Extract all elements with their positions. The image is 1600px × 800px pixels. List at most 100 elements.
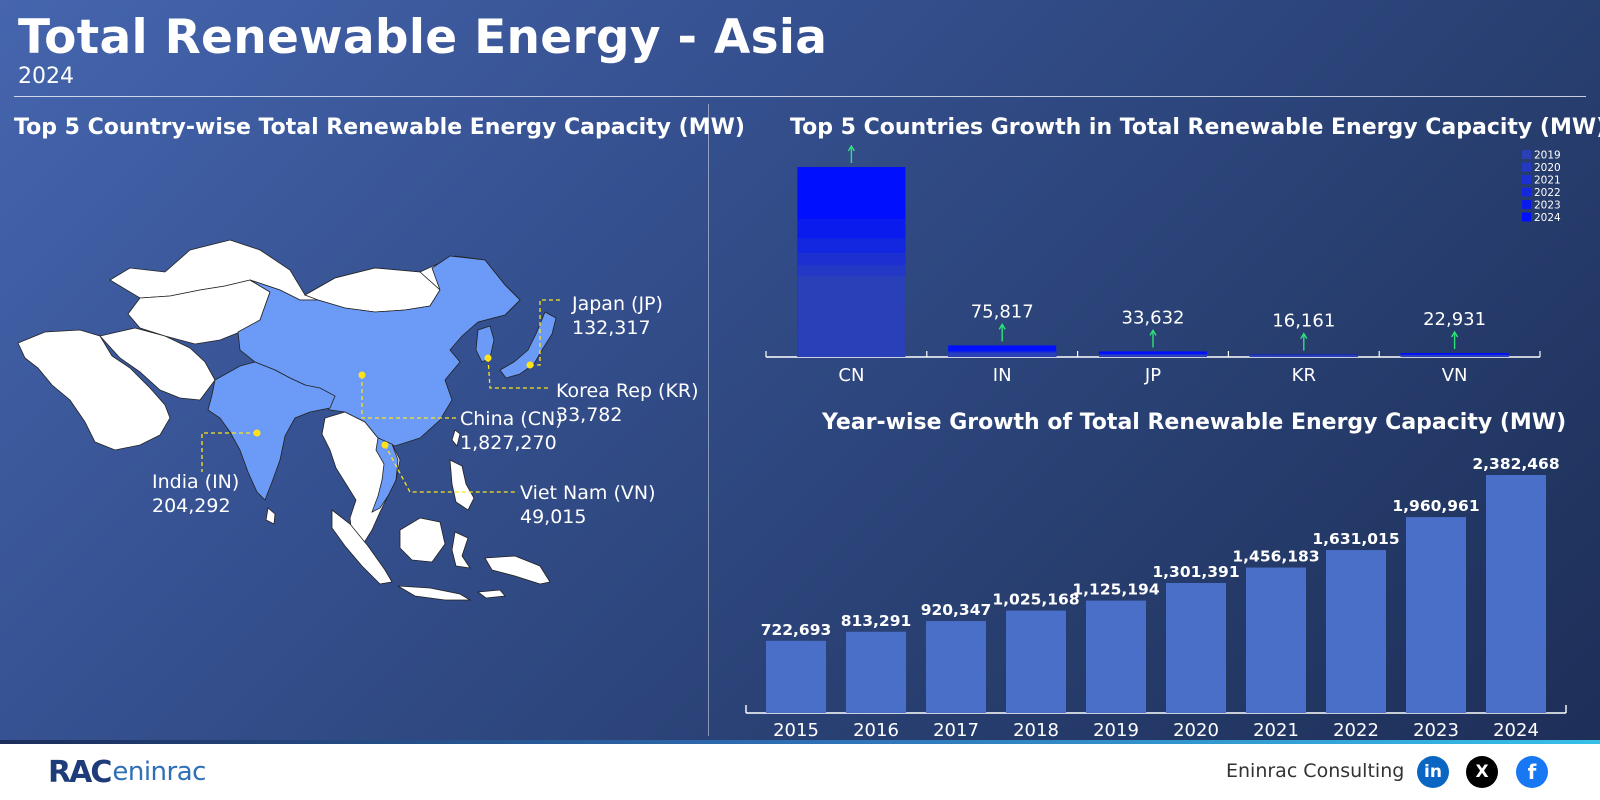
x-tick-label-2019: 2019 xyxy=(1093,720,1139,740)
legend-swatch-2022 xyxy=(1522,187,1531,197)
callout-leader-viet xyxy=(384,444,518,493)
borneo-island xyxy=(399,517,446,563)
x-tick-label-in: IN xyxy=(993,365,1012,386)
india-shape xyxy=(207,361,336,501)
x-tick-label-2023: 2023 xyxy=(1413,720,1459,740)
bar-vn-2019 xyxy=(1400,355,1509,357)
bar-in-2019 xyxy=(948,353,1057,357)
legend-label-2024: 2024 xyxy=(1534,212,1561,224)
asia-map: Japan (JP)132,317 Korea Rep (KR)33,782Chi… xyxy=(17,239,699,601)
x-tick-label-2016: 2016 xyxy=(853,720,899,740)
bar-2019 xyxy=(1086,600,1146,713)
callout-country-korea: Korea Rep (KR) xyxy=(556,380,699,402)
bar-jp-2019 xyxy=(1099,354,1207,357)
callout-value-china: 1,827,270 xyxy=(460,432,557,454)
bar-cn-2019 xyxy=(797,276,906,357)
value-label-2024: 2,382,468 xyxy=(1472,455,1559,473)
taiwan-island xyxy=(451,429,461,447)
bar-2018 xyxy=(1006,610,1066,713)
callout-country-japan: Japan (JP) xyxy=(571,293,663,315)
x-tick-label-2015: 2015 xyxy=(773,720,819,740)
bar-2022 xyxy=(1326,550,1386,713)
value-label-2017: 920,347 xyxy=(921,601,992,619)
growth-arrowhead-vn xyxy=(1450,330,1459,338)
value-label-2018: 1,025,168 xyxy=(992,591,1079,609)
x-tick-label-2018: 2018 xyxy=(1013,720,1059,740)
company-name: Eninrac Consulting xyxy=(1226,760,1405,782)
value-label-2022: 1,631,015 xyxy=(1312,530,1399,548)
callout-leader-india xyxy=(201,432,257,472)
growth-label-in: 75,817 xyxy=(971,301,1034,322)
growth-label-vn: 22,931 xyxy=(1423,309,1486,330)
page-title: Total Renewable Energy - Asia xyxy=(18,10,828,65)
dashboard: Total Renewable Energy - Asia 2024 Top 5… xyxy=(0,0,1600,740)
year-growth-chart-title: Year-wise Growth of Total Renewable Ener… xyxy=(822,410,1567,435)
bar-2024 xyxy=(1486,475,1546,713)
legend-label-2022: 2022 xyxy=(1534,187,1561,199)
footer: RAC eninrac Eninrac Consulting in X f xyxy=(0,744,1600,800)
callout-marker-viet xyxy=(381,441,389,449)
sulawesi-island xyxy=(451,531,471,569)
sumatra-island xyxy=(331,509,393,585)
x-icon[interactable]: X xyxy=(1466,756,1498,788)
page-subtitle: 2024 xyxy=(18,64,74,89)
value-label-2020: 1,301,391 xyxy=(1152,563,1239,581)
bar-kr-2019 xyxy=(1249,355,1358,357)
country-growth-chart: 1,068,400CN75,817IN33,632JP16,161KR22,93… xyxy=(765,145,1561,386)
x-tick-label-2022: 2022 xyxy=(1333,720,1379,740)
logo-text: eninrac xyxy=(112,757,206,787)
facebook-icon[interactable]: f xyxy=(1516,756,1548,788)
callout-marker-korea xyxy=(484,354,492,362)
java-island xyxy=(397,585,472,601)
legend-swatch-2021 xyxy=(1522,175,1531,184)
x-tick-label-2017: 2017 xyxy=(933,720,979,740)
value-label-2021: 1,456,183 xyxy=(1232,548,1319,566)
growth-label-kr: 16,161 xyxy=(1272,311,1335,332)
x-tick-label-2024: 2024 xyxy=(1493,720,1539,740)
callout-country-india: India (IN) xyxy=(152,471,239,493)
logo-mark: RAC xyxy=(48,754,112,790)
year-growth-chart: 722,693 2015 813,291 2016 920,347 2017 1,025,1… xyxy=(745,455,1567,740)
legend-label-2020: 2020 xyxy=(1534,162,1561,174)
legend-label-2021: 2021 xyxy=(1534,175,1561,187)
panel-divider xyxy=(708,104,709,736)
value-label-2015: 722,693 xyxy=(761,621,832,639)
callout-marker-india xyxy=(253,429,261,437)
x-tick-label-2021: 2021 xyxy=(1253,720,1299,740)
bar-2020 xyxy=(1166,582,1226,713)
callout-value-korea: 33,782 xyxy=(556,404,622,426)
callout-value-japan: 132,317 xyxy=(572,317,651,339)
sri-lanka-island xyxy=(265,507,276,525)
eninrac-logo[interactable]: RAC eninrac xyxy=(48,754,206,790)
value-label-2019: 1,125,194 xyxy=(1072,581,1159,599)
linkedin-icon[interactable]: in xyxy=(1417,756,1449,788)
callout-country-viet: Viet Nam (VN) xyxy=(520,482,655,504)
bar-2021 xyxy=(1246,567,1306,713)
growth-arrowhead-jp xyxy=(1149,329,1157,336)
legend-swatch-2023 xyxy=(1522,200,1531,209)
callout-value-india: 204,292 xyxy=(152,495,231,517)
bar-2015 xyxy=(766,640,826,713)
country-growth-chart-title: Top 5 Countries Growth in Total Renewabl… xyxy=(790,115,1600,140)
bar-2016 xyxy=(846,631,906,713)
x-tick-label-2020: 2020 xyxy=(1173,720,1219,740)
x-tick-label-kr: KR xyxy=(1292,365,1316,386)
value-label-2023: 1,960,961 xyxy=(1392,497,1479,515)
x-tick-label-cn: CN xyxy=(838,365,864,386)
callout-marker-china xyxy=(358,371,366,379)
callout-leader-china xyxy=(361,375,458,419)
map-callouts: Japan (JP)132,317 Korea Rep (KR)33,782Chi… xyxy=(152,293,699,528)
legend-swatch-2024 xyxy=(1522,212,1531,222)
timor-island xyxy=(476,589,506,599)
header-divider xyxy=(14,96,1586,97)
growth-arrowhead-in xyxy=(998,323,1006,330)
vietnam-shape xyxy=(371,437,399,513)
map-title: Top 5 Country-wise Total Renewable Energ… xyxy=(14,115,745,140)
legend-swatch-2020 xyxy=(1522,162,1531,172)
callout-leader-japan xyxy=(530,299,560,366)
callout-leader-korea xyxy=(487,357,550,389)
callout-country-china: China (CN) xyxy=(460,408,563,430)
asia-landmass xyxy=(17,239,551,601)
footer-accent-line xyxy=(0,740,1600,744)
growth-arrowhead-kr xyxy=(1300,332,1308,339)
